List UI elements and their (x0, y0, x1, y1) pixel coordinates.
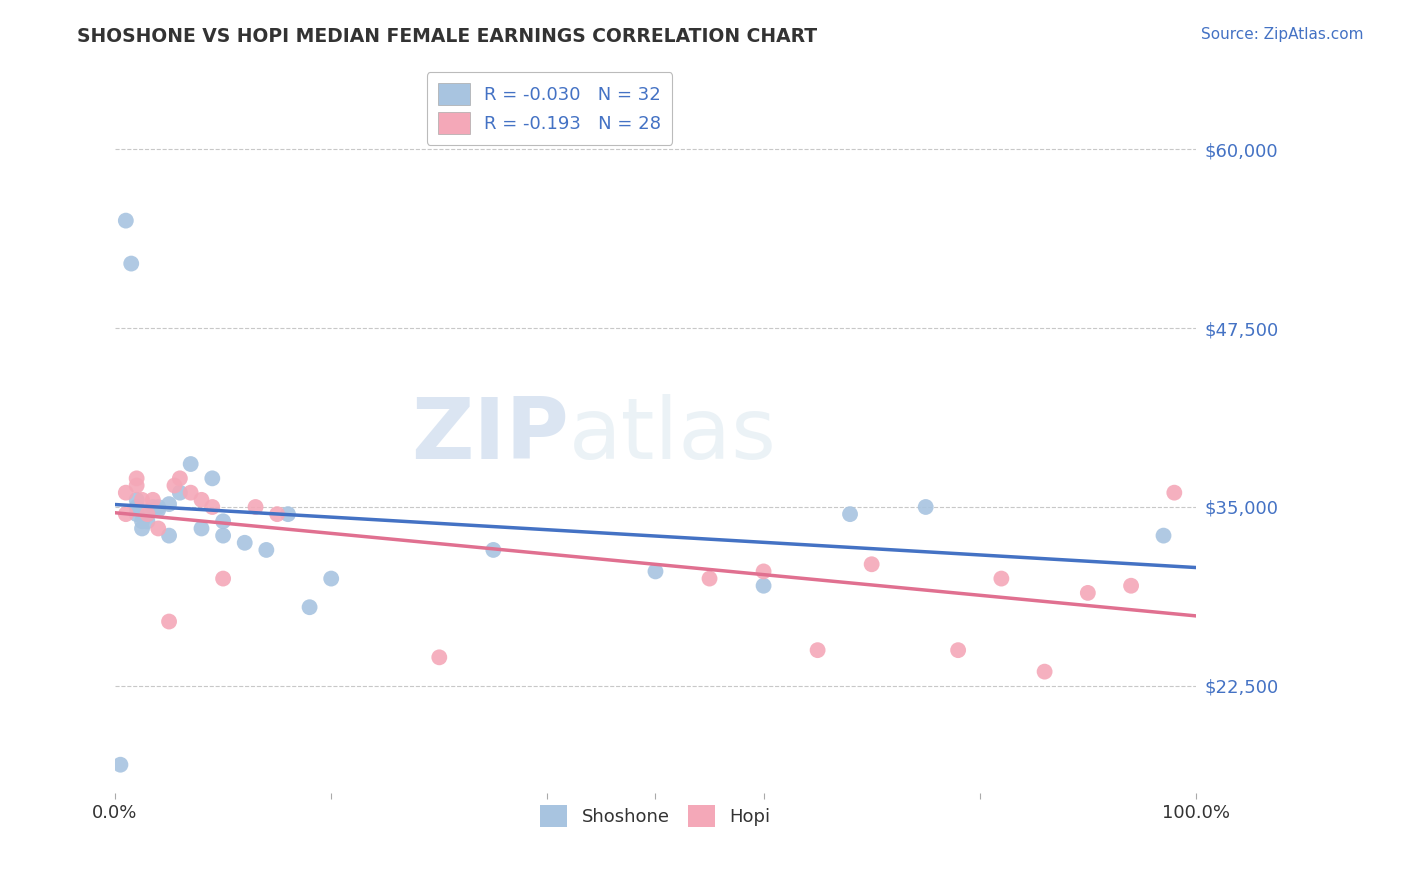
Point (148, 500, 170, 514)
Point (148, 503, 170, 517)
Point (120, 256, 142, 270)
Text: atlas: atlas (569, 394, 778, 477)
Point (180, 485, 202, 500)
Point (233, 535, 256, 549)
Point (245, 500, 267, 514)
Point (169, 485, 191, 500)
Point (1163, 485, 1185, 500)
Point (110, 757, 132, 772)
Point (190, 492, 212, 507)
Point (212, 528, 235, 542)
Point (254, 543, 277, 558)
Text: SHOSHONE VS HOPI MEDIAN FEMALE EARNINGS CORRELATION CHART: SHOSHONE VS HOPI MEDIAN FEMALE EARNINGS … (77, 27, 817, 45)
Point (180, 457, 202, 471)
Point (201, 500, 224, 514)
Point (212, 572, 235, 586)
Point (266, 507, 288, 521)
Text: ZIP: ZIP (411, 394, 569, 477)
Point (990, 572, 1012, 586)
Point (298, 600, 321, 615)
Point (131, 521, 153, 535)
Point (125, 478, 148, 492)
Point (157, 615, 180, 629)
Point (190, 521, 212, 535)
Legend: Shoshone, Hopi: Shoshone, Hopi (533, 798, 778, 834)
Point (201, 471, 224, 485)
Point (1077, 586, 1099, 600)
Point (1033, 665, 1056, 679)
Point (157, 528, 180, 542)
Point (169, 471, 191, 485)
Point (212, 514, 235, 528)
Point (482, 543, 505, 558)
Point (644, 565, 666, 579)
Point (114, 213, 136, 227)
Point (125, 492, 148, 507)
Point (125, 500, 148, 514)
Text: Source: ZipAtlas.com: Source: ZipAtlas.com (1201, 27, 1364, 42)
Point (427, 650, 450, 665)
Point (839, 507, 862, 521)
Point (125, 471, 148, 485)
Point (752, 579, 775, 593)
Point (114, 507, 136, 521)
Point (752, 565, 775, 579)
Point (125, 507, 148, 521)
Point (131, 492, 153, 507)
Point (699, 572, 721, 586)
Point (136, 514, 159, 528)
Point (914, 500, 936, 514)
Point (142, 492, 165, 507)
Point (946, 643, 969, 657)
Point (148, 521, 170, 535)
Point (163, 478, 186, 492)
Point (136, 507, 159, 521)
Point (142, 500, 165, 514)
Point (1153, 528, 1175, 542)
Point (157, 497, 180, 511)
Point (807, 643, 830, 657)
Point (321, 572, 343, 586)
Point (114, 485, 136, 500)
Point (860, 558, 883, 572)
Point (131, 514, 153, 528)
Point (136, 507, 159, 521)
Point (277, 507, 299, 521)
Point (1119, 579, 1142, 593)
